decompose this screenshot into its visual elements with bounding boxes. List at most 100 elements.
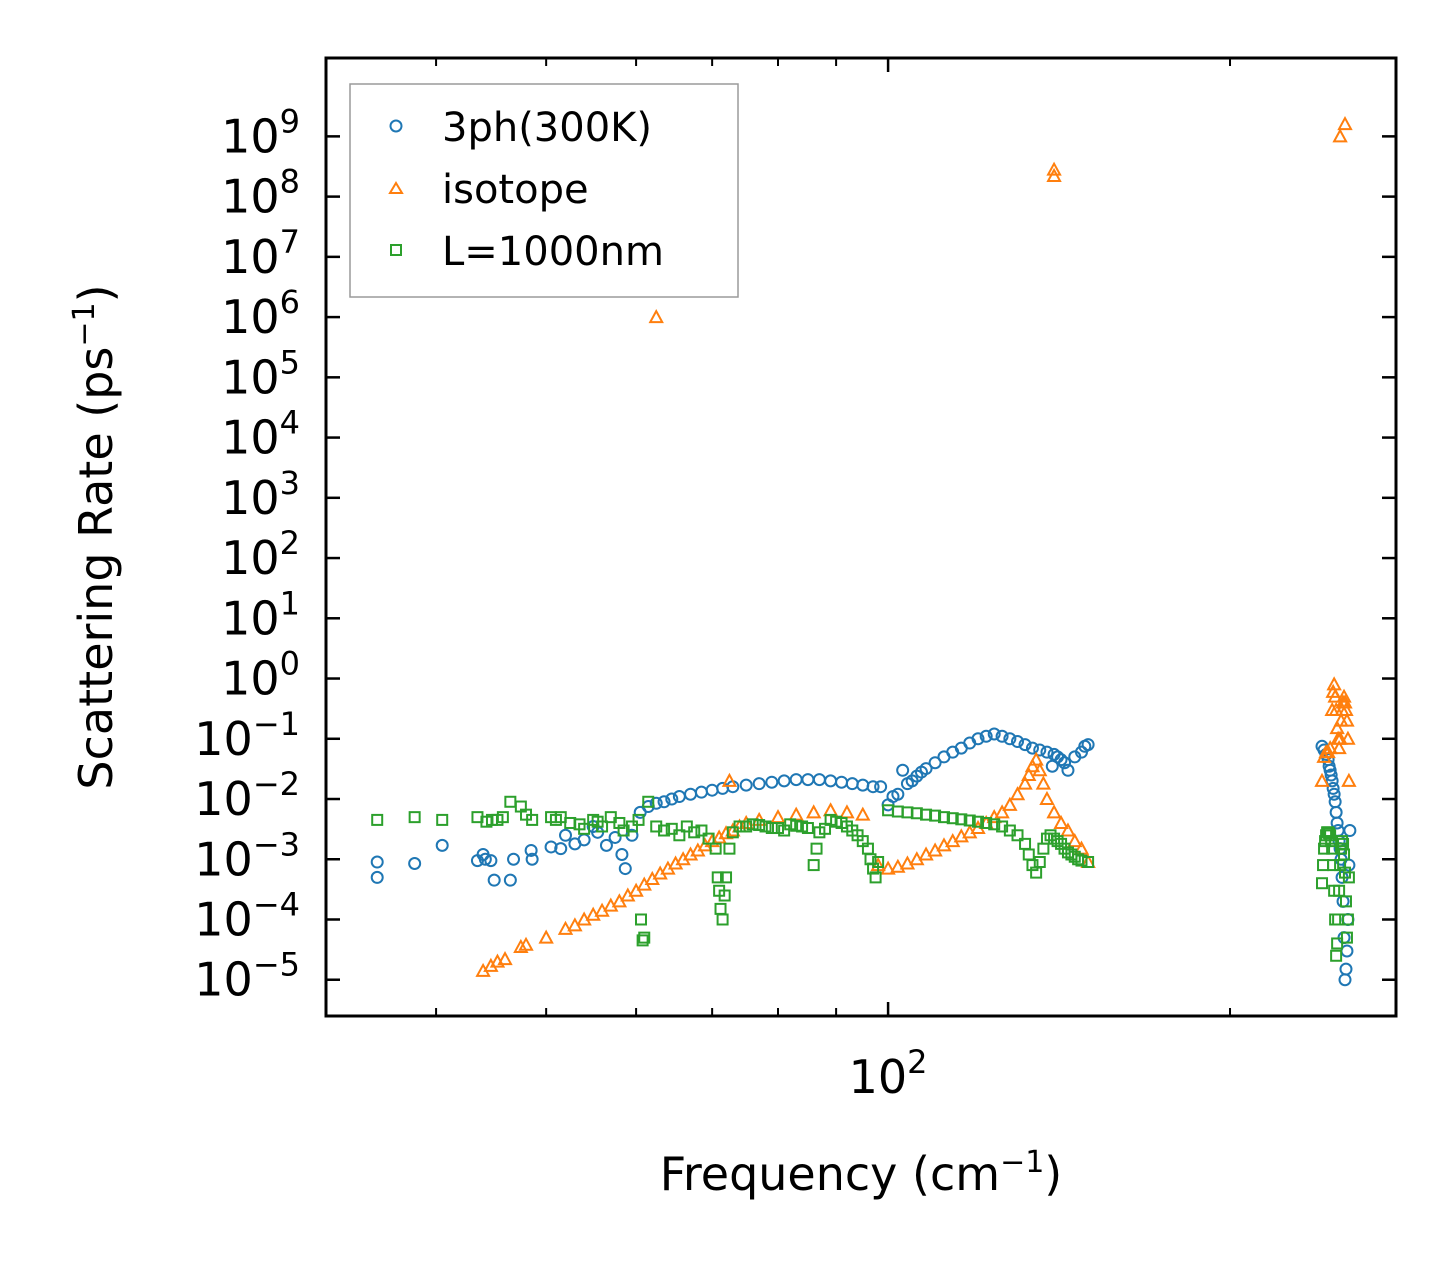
data-point	[937, 811, 950, 824]
data-point	[725, 822, 741, 837]
data-point	[890, 858, 906, 873]
data-point	[1040, 745, 1054, 759]
data-point	[1067, 833, 1083, 848]
data-point	[435, 838, 449, 852]
data-point	[1022, 848, 1035, 861]
data-point	[684, 787, 698, 801]
y-tick-labels: 10−510−410−310−210−110010110210310410510…	[194, 102, 300, 1006]
data-point	[1046, 161, 1062, 176]
data-point	[711, 829, 727, 844]
data-point	[1021, 766, 1037, 782]
legend-label-isotope: isotope	[442, 167, 589, 213]
x-tick-labels: 102	[849, 1043, 928, 1104]
data-point	[478, 852, 492, 866]
data-point	[880, 860, 896, 875]
data-point	[720, 871, 733, 884]
y-tick-label: 10−2	[194, 765, 300, 826]
data-point	[714, 902, 727, 915]
data-point	[1075, 854, 1088, 867]
data-point	[524, 843, 538, 857]
data-point	[738, 814, 754, 829]
data-point	[1026, 859, 1039, 872]
data-point	[721, 772, 738, 787]
y-tick-label: 104	[221, 404, 300, 465]
data-point	[599, 838, 613, 852]
data-point	[559, 828, 573, 842]
data-point	[855, 806, 871, 821]
data-point	[778, 824, 791, 837]
y-tick-label: 103	[221, 464, 300, 525]
y-tick-label: 109	[221, 102, 300, 163]
data-point	[739, 778, 753, 792]
legend-marker-isotope	[388, 181, 404, 194]
data-point	[718, 889, 731, 902]
data-point	[874, 780, 888, 794]
data-point	[919, 762, 933, 776]
data-point	[765, 775, 779, 789]
data-point	[1058, 756, 1072, 770]
data-point	[723, 842, 736, 855]
data-point	[1327, 859, 1340, 872]
data-point	[1343, 824, 1357, 838]
data-point	[835, 775, 849, 789]
data-point	[615, 847, 629, 861]
data-point	[1082, 856, 1095, 869]
data-point	[810, 842, 823, 855]
data-point	[929, 809, 942, 822]
data-point	[1340, 730, 1356, 745]
y-tick-label: 107	[221, 223, 300, 284]
data-point	[869, 871, 882, 884]
data-point	[777, 774, 791, 788]
data-point	[822, 802, 839, 817]
data-point	[1053, 814, 1069, 829]
data-point	[636, 934, 649, 947]
data-point	[618, 862, 632, 876]
legend-marker-3ph	[389, 119, 403, 133]
data-point	[487, 873, 501, 887]
axis-ticks	[326, 58, 1396, 1016]
data-point	[665, 792, 679, 806]
data-point	[1341, 772, 1357, 787]
y-tick-label: 10−1	[194, 705, 300, 766]
data-point	[1032, 762, 1048, 777]
data-point	[995, 729, 1009, 743]
data-point	[988, 818, 1001, 831]
y-tick-label: 108	[221, 163, 300, 224]
y-tick-label: 106	[221, 283, 300, 344]
data-point	[788, 806, 804, 821]
series-3ph(300K)	[370, 727, 1357, 987]
data-point	[1018, 738, 1032, 752]
data-point	[1316, 877, 1329, 890]
data-point	[1332, 730, 1348, 745]
data-point	[733, 820, 746, 833]
data-point	[1040, 832, 1053, 845]
data-point	[1061, 763, 1075, 777]
data-point	[1323, 827, 1336, 840]
data-point	[657, 795, 671, 809]
data-point	[770, 809, 786, 824]
data-point	[694, 785, 708, 799]
data-point	[1024, 758, 1041, 773]
data-point	[695, 824, 708, 837]
legend-label-l1000nm: L=1000nm	[442, 229, 664, 275]
data-point	[711, 871, 724, 884]
data-point	[1054, 753, 1068, 767]
data-point	[1318, 842, 1331, 855]
data-point	[635, 913, 648, 926]
data-point	[1046, 167, 1062, 182]
data-point	[1339, 712, 1355, 727]
legend: 3ph(300K) isotope L=1000nm	[349, 83, 739, 298]
data-point	[1342, 871, 1355, 884]
data-point	[1331, 937, 1344, 950]
data-point	[824, 774, 838, 788]
data-point	[1325, 774, 1339, 788]
data-point	[1081, 738, 1095, 752]
data-point	[752, 777, 766, 791]
data-point	[1033, 856, 1046, 869]
data-point	[1037, 842, 1050, 855]
data-point	[1025, 741, 1039, 755]
data-point	[518, 936, 534, 951]
data-point	[1039, 790, 1055, 806]
x-axis-label: Frequency (cm−1)	[660, 1145, 1063, 1201]
data-point	[408, 857, 422, 871]
